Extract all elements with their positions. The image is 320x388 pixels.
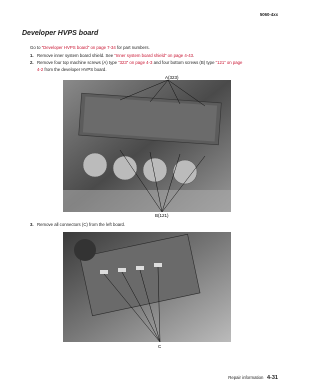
step-row: 2. Remove four top machine screws (A) typ…	[30, 60, 245, 73]
link[interactable]: “Inner system board shield” on page 4-43	[114, 53, 193, 58]
text: from the developer HVPS board.	[43, 66, 107, 72]
step-text: Remove all connectors (C) from the left …	[37, 222, 125, 229]
step: 1. Remove inner system board shield. See …	[30, 53, 270, 60]
step-row: 1. Remove inner system board shield. See …	[30, 53, 270, 60]
text: .	[192, 53, 195, 58]
intro: Go to “Developer HVPS board” on page 7-3…	[30, 45, 270, 52]
link[interactable]: “121” on page 4-2	[37, 60, 243, 72]
footer: Repair information 4-31	[228, 375, 278, 382]
step-row: 3. Remove all connectors (C) from the lef…	[30, 222, 270, 229]
step-text: Remove inner system board shield. See “I…	[37, 53, 194, 60]
figure-photo	[63, 232, 231, 343]
figure-label: C	[158, 344, 162, 349]
header-code: 5060-4xx	[259, 12, 278, 17]
text: Remove inner system board shield. See	[37, 53, 115, 58]
step: 2. Remove four top machine screws (A) typ…	[30, 60, 245, 73]
step-text: Remove four top machine screws (A) type …	[37, 60, 245, 73]
title: Developer HVPS board	[22, 30, 99, 37]
text: Remove four top machine screws (A) type	[37, 60, 119, 65]
text: and four bottom screws (B) type	[152, 60, 216, 65]
text: Remove all connectors (C) from the left …	[37, 222, 126, 227]
link[interactable]: “Developer HVPS board” on page 7-34	[41, 45, 116, 50]
footer-page: 4-31	[266, 375, 278, 381]
step-number: 2.	[30, 60, 34, 65]
step-number: 1.	[30, 53, 34, 58]
figure-label: B(121)	[155, 213, 169, 218]
link[interactable]: “323” on page 4-3	[118, 60, 153, 65]
step: 3. Remove all connectors (C) from the lef…	[30, 222, 270, 229]
text: Go to	[30, 45, 42, 50]
text: for part numbers.	[115, 45, 150, 50]
figures: A(323) B(121) C	[63, 75, 231, 349]
figure-label: A(323)	[165, 75, 179, 80]
footer-section: Repair information	[228, 375, 264, 380]
figure-photo	[63, 79, 231, 213]
page: 5060-4xx Developer HVPS board Go to “Dev…	[22, 12, 278, 382]
step-number: 3.	[30, 222, 34, 227]
